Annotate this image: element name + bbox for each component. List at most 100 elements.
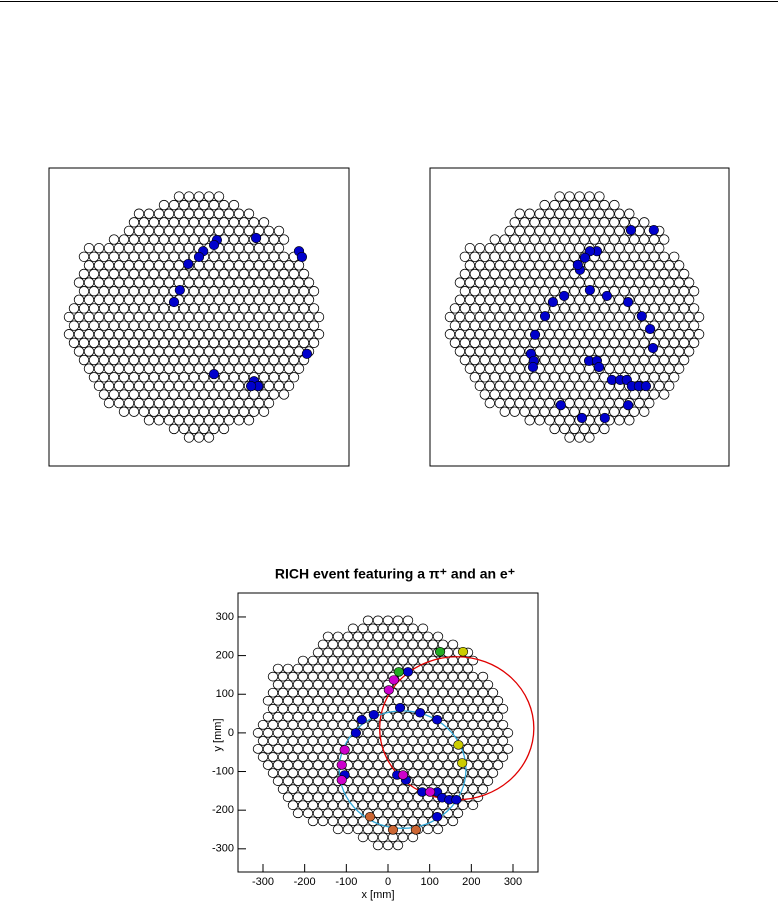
detector-cell bbox=[302, 728, 314, 738]
detector-cell bbox=[98, 268, 110, 280]
detector-cell bbox=[268, 372, 280, 383]
detector-cell bbox=[148, 320, 160, 331]
detector-cell bbox=[238, 406, 250, 417]
y-tick-label: -200 bbox=[212, 804, 234, 816]
detector-cell bbox=[243, 225, 255, 237]
detector-cell bbox=[534, 380, 545, 392]
detector-cell bbox=[73, 311, 85, 323]
detector-cell bbox=[312, 728, 324, 738]
detector-cell bbox=[118, 354, 130, 366]
detector-cell bbox=[317, 768, 329, 778]
detector-cell bbox=[474, 260, 486, 271]
detector-cell bbox=[183, 380, 195, 392]
detector-cell bbox=[683, 294, 695, 305]
detector-cell bbox=[474, 294, 486, 305]
detector-cell bbox=[238, 217, 250, 228]
detector-cell bbox=[377, 832, 389, 843]
detector-cell bbox=[93, 363, 105, 374]
detector-cell bbox=[128, 337, 140, 348]
detector-cell bbox=[649, 234, 660, 245]
detector-cell bbox=[494, 311, 505, 323]
detector-cell bbox=[218, 268, 230, 280]
detector-cell bbox=[298, 320, 310, 331]
detector-cell bbox=[98, 389, 110, 400]
detector-cell bbox=[609, 251, 620, 262]
detector-cell bbox=[427, 703, 439, 714]
detector-cell bbox=[589, 217, 600, 228]
detector-cell bbox=[287, 687, 299, 698]
detector-cell bbox=[544, 415, 555, 426]
detector-cell bbox=[634, 363, 645, 374]
detector-cell bbox=[489, 234, 500, 245]
detector-cell bbox=[387, 800, 399, 811]
detector-cell bbox=[382, 647, 394, 658]
detector-cell bbox=[432, 744, 444, 754]
detector-cell bbox=[467, 768, 479, 778]
detector-cell bbox=[609, 406, 620, 417]
detector-cell bbox=[163, 346, 175, 357]
detector-cell bbox=[208, 199, 220, 211]
detector-cell bbox=[629, 406, 640, 417]
detector-cell bbox=[624, 363, 635, 374]
detector-cell bbox=[357, 687, 369, 698]
detector-cell bbox=[442, 776, 454, 786]
detector-cell bbox=[252, 728, 264, 738]
detector-cell bbox=[347, 671, 359, 682]
detector-cell bbox=[372, 615, 384, 626]
detector-cell bbox=[619, 337, 630, 348]
detector-cell bbox=[464, 311, 476, 323]
detector-cell bbox=[103, 311, 115, 323]
detector-cell bbox=[397, 655, 409, 666]
detector-cell bbox=[223, 242, 235, 254]
detector-cell bbox=[417, 671, 429, 682]
detector-cell bbox=[544, 329, 555, 340]
detector-cell bbox=[484, 277, 495, 288]
detector-cell bbox=[604, 311, 615, 323]
detector-cell bbox=[554, 380, 565, 392]
detector-cell bbox=[469, 251, 481, 262]
hit bbox=[434, 646, 446, 657]
detector-cell bbox=[467, 784, 479, 794]
detector-cell bbox=[659, 251, 670, 262]
detector-cell bbox=[173, 311, 185, 323]
detector-cell bbox=[153, 363, 165, 374]
detector-cell bbox=[248, 354, 260, 366]
detector-cell bbox=[342, 679, 354, 690]
detector-cell bbox=[422, 760, 434, 770]
detector-cell bbox=[442, 744, 454, 754]
detector-cell bbox=[484, 242, 495, 254]
detector-cell bbox=[447, 768, 459, 778]
detector-cell bbox=[407, 655, 419, 666]
detector-cell bbox=[673, 329, 685, 340]
detector-cell bbox=[524, 225, 535, 237]
chart-title: RICH event featuring a π⁺ and an e⁺ bbox=[275, 566, 515, 582]
detector-cell bbox=[432, 824, 444, 835]
hit bbox=[647, 342, 659, 354]
detector-cell bbox=[444, 311, 456, 323]
detector-cell bbox=[644, 397, 655, 409]
detector-cell bbox=[504, 329, 515, 340]
detector-cell bbox=[422, 824, 434, 835]
detector-cell bbox=[669, 286, 680, 297]
detector-cell bbox=[138, 251, 150, 262]
detector-cell bbox=[489, 354, 500, 366]
detector-cell bbox=[494, 260, 505, 271]
detector-cell bbox=[629, 320, 640, 331]
detector-cell bbox=[494, 329, 505, 340]
detector-cell bbox=[362, 824, 374, 835]
detector-cell bbox=[173, 242, 185, 254]
detector-cell bbox=[559, 389, 570, 400]
detector-cell bbox=[158, 199, 170, 211]
detector-cell bbox=[569, 303, 580, 314]
detector-cell bbox=[292, 663, 304, 674]
detector-cell bbox=[559, 372, 570, 383]
detector-cell bbox=[377, 736, 389, 746]
detector-cell bbox=[93, 242, 105, 254]
detector-cell bbox=[417, 623, 429, 634]
detector-cell bbox=[654, 311, 665, 323]
hit bbox=[336, 760, 347, 770]
detector-cell bbox=[317, 720, 329, 730]
detector-cell bbox=[417, 720, 429, 730]
detector-cell bbox=[307, 768, 319, 778]
x-tick-label: 300 bbox=[504, 876, 522, 888]
